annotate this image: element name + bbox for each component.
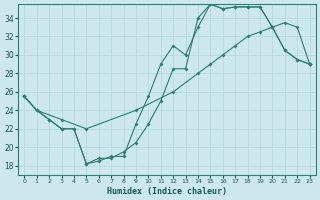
X-axis label: Humidex (Indice chaleur): Humidex (Indice chaleur) (107, 187, 227, 196)
